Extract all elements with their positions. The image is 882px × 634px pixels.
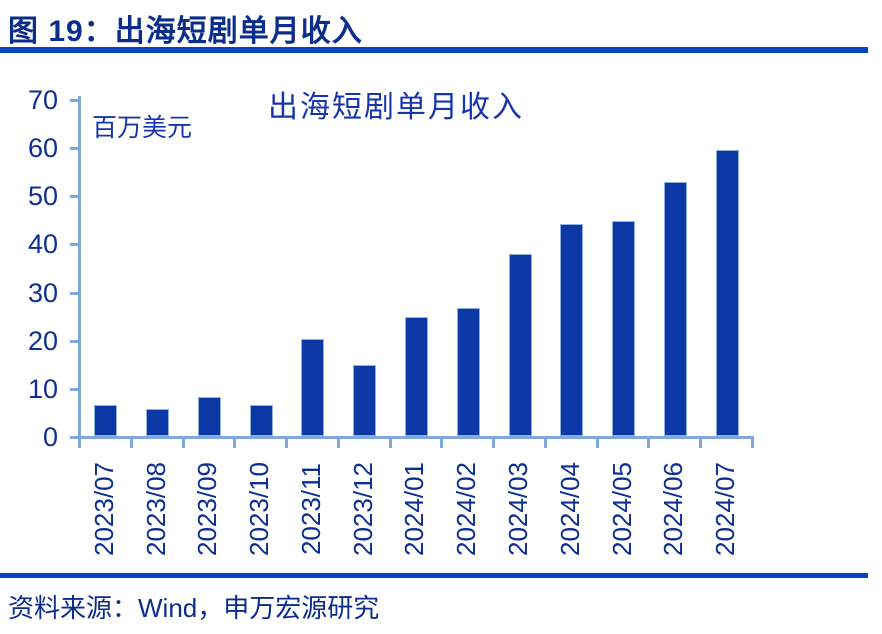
figure-title: 图 19：出海短剧单月收入 — [8, 15, 363, 48]
x-axis-tick — [78, 439, 81, 448]
y-tick-label: 60 — [27, 133, 58, 164]
x-tick-label-text: 2023/09 — [192, 462, 223, 556]
x-tick-label: 2023/12 — [337, 450, 389, 568]
y-axis-tick — [70, 339, 78, 343]
x-tick-label-text: 2024/04 — [554, 462, 585, 556]
x-axis-tick — [751, 439, 754, 448]
x-axis-tick — [440, 439, 444, 448]
x-axis-tick — [336, 439, 340, 448]
y-tick-label: 0 — [42, 422, 58, 452]
x-tick-label: 2024/06 — [647, 450, 699, 568]
x-axis-tick — [233, 439, 237, 448]
bar-2023-12 — [353, 364, 377, 436]
x-tick-label: 2023/11 — [285, 450, 337, 568]
x-tick-label-text: 2023/12 — [347, 462, 378, 556]
x-axis-tick — [647, 439, 651, 448]
x-tick-label-text: 2023/10 — [244, 462, 275, 556]
title-divider — [0, 47, 868, 53]
y-axis-line — [78, 96, 81, 439]
x-tick-label: 2024/01 — [389, 450, 441, 568]
y-tick-label: 10 — [27, 373, 58, 404]
x-tick-label: 2024/04 — [544, 450, 596, 568]
x-axis-tick — [543, 439, 547, 448]
bar-2024-02 — [456, 307, 480, 436]
chart-title: 出海短剧单月收入 — [268, 91, 524, 124]
x-axis-tick — [699, 439, 703, 448]
x-tick-label-text: 2023/08 — [140, 462, 171, 556]
y-axis-tick — [70, 291, 78, 295]
bar-2023-07 — [94, 405, 118, 436]
y-axis-tick — [70, 243, 78, 247]
x-axis-tick — [129, 439, 133, 448]
x-axis-tick — [285, 439, 289, 448]
bar-chart-canvas: 0 10 20 30 40 50 60 70 2023/07 2023/08 2023/09 2023… — [27, 85, 754, 568]
x-axis-tick — [388, 439, 392, 448]
x-tick-label: 2024/05 — [596, 450, 648, 568]
bar-2024-04 — [560, 223, 584, 436]
x-tick-label: 2023/10 — [233, 450, 285, 568]
x-tick-label-text: 2023/11 — [295, 462, 326, 556]
bar-2024-06 — [663, 182, 687, 436]
bar-2024-07 — [715, 150, 739, 436]
source-text: 资料来源：Wind，申万宏源研究 — [8, 593, 380, 623]
x-tick-label: 2023/07 — [78, 450, 130, 568]
x-tick-label: 2024/03 — [492, 450, 544, 568]
x-axis-tick — [595, 439, 599, 448]
y-axis-tick — [70, 387, 78, 391]
x-tick-label-text: 2024/06 — [658, 462, 689, 556]
x-tick-label-text: 2024/03 — [503, 462, 534, 556]
x-tick-label-text: 2024/02 — [451, 462, 482, 556]
bar-2023-11 — [301, 339, 325, 436]
bar-2023-09 — [197, 397, 221, 436]
y-tick-label: 50 — [27, 181, 58, 212]
x-axis-line — [78, 436, 754, 439]
x-tick-label-text: 2024/01 — [399, 462, 430, 556]
bar-2024-01 — [405, 317, 428, 436]
y-axis-tick — [70, 436, 78, 439]
x-axis-tick — [181, 439, 185, 448]
x-axis-tick — [492, 439, 496, 448]
bar-2024-03 — [508, 253, 532, 436]
x-tick-label: 2023/08 — [130, 450, 182, 568]
x-tick-label: 2024/07 — [699, 450, 751, 568]
x-tick-label: 2024/02 — [440, 450, 492, 568]
x-tick-label-text: 2024/05 — [606, 462, 637, 556]
y-tick-label: 20 — [27, 325, 58, 356]
bar-2023-10 — [249, 404, 273, 436]
x-tick-label-text: 2023/07 — [88, 462, 119, 556]
y-axis-tick — [70, 195, 78, 199]
x-tick-label-text: 2024/07 — [710, 462, 741, 556]
y-axis-tick — [70, 99, 78, 102]
bar-2024-05 — [612, 220, 636, 436]
footer-divider — [0, 573, 868, 578]
y-tick-label: 70 — [27, 85, 58, 115]
y-tick-label: 40 — [27, 229, 58, 260]
bar-2023-08 — [146, 408, 170, 436]
y-axis-tick — [70, 147, 78, 151]
chart-unit-label: 百万美元 — [92, 114, 193, 142]
x-tick-label: 2023/09 — [182, 450, 234, 568]
y-tick-label: 30 — [27, 277, 58, 308]
